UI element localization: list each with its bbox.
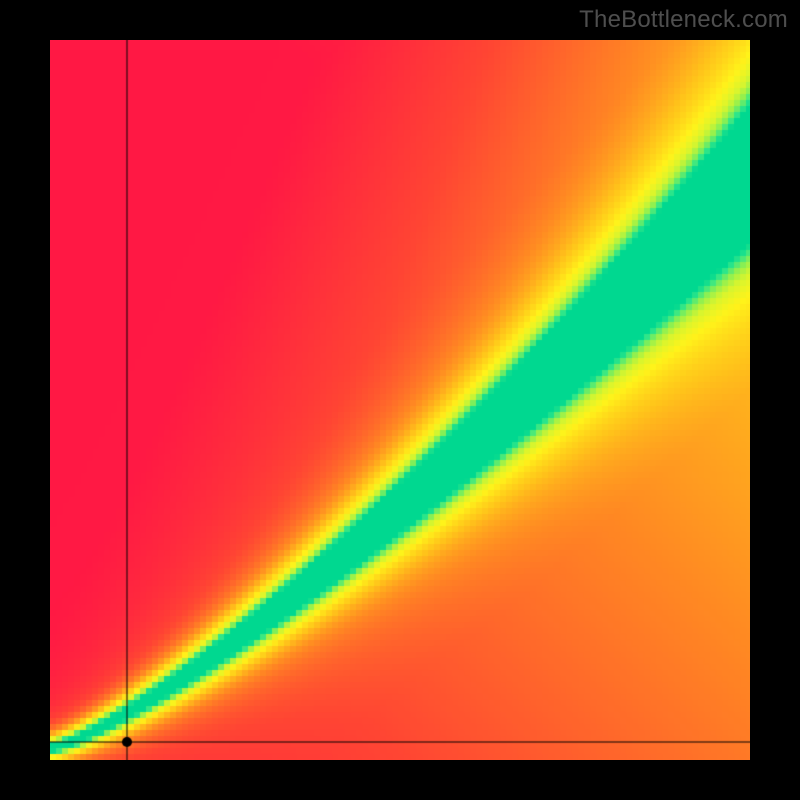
chart-container: TheBottleneck.com — [0, 0, 800, 800]
heatmap-canvas — [50, 40, 750, 760]
watermark-text: TheBottleneck.com — [579, 6, 788, 34]
plot-area — [50, 40, 750, 760]
